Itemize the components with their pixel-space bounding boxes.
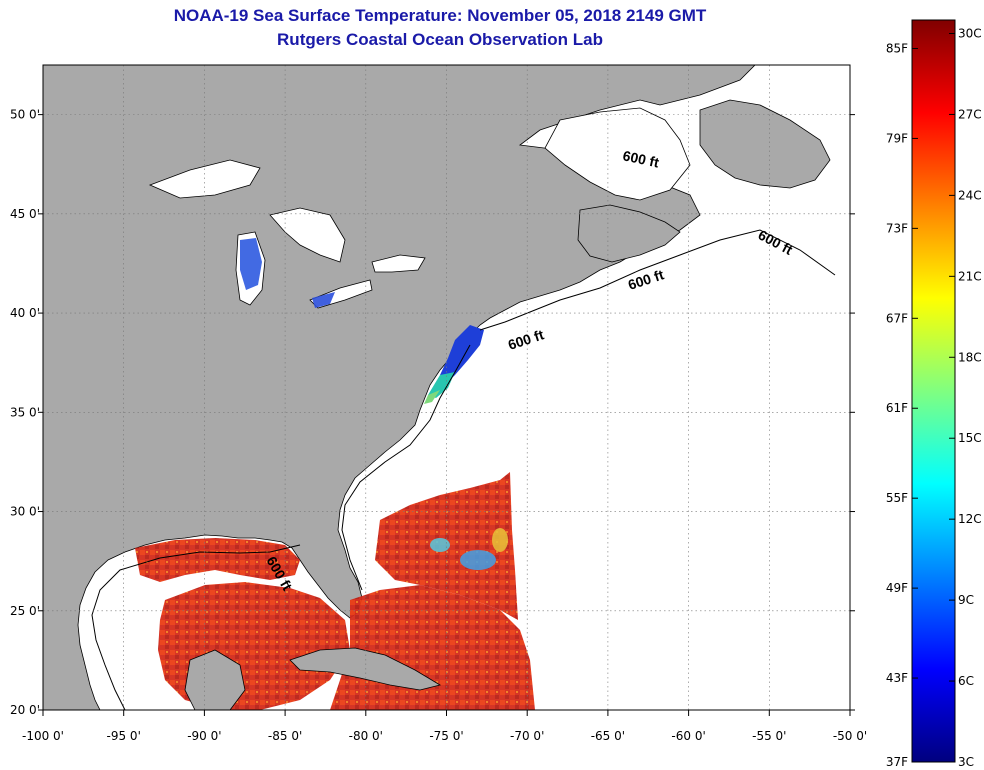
colorbar-fahrenheit-label: 85F xyxy=(886,41,908,55)
gulf-st-lawrence xyxy=(544,107,691,201)
lake-michigan-sst xyxy=(240,238,262,290)
lon-tick-label: -90 0' xyxy=(187,729,221,743)
map-title: NOAA-19 Sea Surface Temperature: Novembe… xyxy=(173,6,707,25)
colorbar-fahrenheit-label: 37F xyxy=(886,755,908,769)
colorbar-celsius-label: 12C xyxy=(958,512,982,526)
mid-atlantic-sst-teal xyxy=(428,372,455,398)
lat-tick-label: 45 0' xyxy=(10,207,40,221)
lon-tick-label: -100 0' xyxy=(22,729,64,743)
atlantic-cool-patch-1 xyxy=(460,550,496,570)
lat-tick-label: 50 0' xyxy=(10,108,40,122)
atlantic-cool-patch-2 xyxy=(430,538,450,552)
newfoundland-land xyxy=(699,99,831,189)
mid-atlantic-sst-green xyxy=(424,390,440,404)
atlantic-cool-patch-3 xyxy=(492,528,508,552)
cuba-land xyxy=(289,647,442,691)
colorbar-celsius-label: 6C xyxy=(958,674,974,688)
map-subtitle: Rutgers Coastal Ocean Observation Lab xyxy=(277,30,603,49)
colorbar-celsius-label: 9C xyxy=(958,593,974,607)
colorbar-celsius-label: 24C xyxy=(958,188,982,202)
colorbar-celsius-label: 18C xyxy=(958,350,982,364)
colorbar-celsius-label: 27C xyxy=(958,107,982,121)
colorbar-celsius-label: 21C xyxy=(958,269,982,283)
temperature-colorbar xyxy=(911,19,956,763)
colorbar-celsius-label: 3C xyxy=(958,755,974,769)
lat-tick-label: 20 0' xyxy=(10,703,40,717)
colorbar-fahrenheit-label: 61F xyxy=(886,401,908,415)
lake-superior xyxy=(148,159,261,199)
lake-huron xyxy=(269,207,346,263)
isobath-600ft-southeast xyxy=(341,344,471,591)
colorbar-fahrenheit-label: 55F xyxy=(886,491,908,505)
colorbar-fahrenheit-label: 79F xyxy=(886,131,908,145)
colorbar-fahrenheit-label: 73F xyxy=(886,221,908,235)
gulf-warm-sst-north xyxy=(135,538,300,582)
colorbar-celsius-label: 30C xyxy=(958,26,982,40)
colorbar-fahrenheit-label: 49F xyxy=(886,581,908,595)
lat-tick-label: 30 0' xyxy=(10,505,40,519)
lat-tick-label: 40 0' xyxy=(10,306,40,320)
lon-tick-label: -85 0' xyxy=(268,729,302,743)
isobath-600ft-gulf xyxy=(91,544,301,710)
latitude-axis: 50 0' 45 0' 40 0' 35 0' 30 0' 25 0' 20 0' xyxy=(10,108,855,717)
lon-tick-label: -50 0' xyxy=(833,729,867,743)
lat-tick-label: 35 0' xyxy=(10,405,40,419)
map-plot-area xyxy=(43,65,850,710)
colorbar-celsius-scale: 30C 27C 24C 21C 18C 15C 12C 9C 6C 3C xyxy=(949,26,982,769)
isobath-label-gulf-of-st-lawrence: 600 ft xyxy=(621,147,660,170)
mid-atlantic-sst xyxy=(440,325,484,385)
lon-tick-label: -60 0' xyxy=(671,729,705,743)
lat-tick-label: 25 0' xyxy=(10,604,40,618)
lon-tick-label: -95 0' xyxy=(107,729,141,743)
nova-scotia-land xyxy=(577,204,681,263)
yucatan-land xyxy=(184,649,246,710)
colorbar-fahrenheit-scale: 85F 79F 73F 67F 61F 55F 49F 43F 37F xyxy=(886,41,918,769)
colorbar-fahrenheit-label: 67F xyxy=(886,311,908,325)
lon-tick-label: -75 0' xyxy=(429,729,463,743)
lon-tick-label: -65 0' xyxy=(591,729,625,743)
lon-tick-label: -70 0' xyxy=(510,729,544,743)
lake-erie-sst xyxy=(312,292,335,308)
isobath-600ft-north xyxy=(479,229,836,331)
lon-tick-label: -80 0' xyxy=(349,729,383,743)
longitude-axis: -100 0' -95 0' -90 0' -85 0' -80 0' -75 0' -70… xyxy=(22,710,867,743)
colorbar-celsius-label: 15C xyxy=(958,431,982,445)
lake-ontario xyxy=(371,254,426,273)
lon-tick-label: -55 0' xyxy=(752,729,786,743)
colorbar-fahrenheit-label: 43F xyxy=(886,671,908,685)
